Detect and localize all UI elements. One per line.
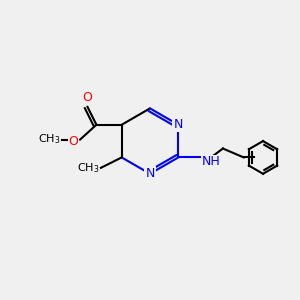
Text: CH$_3$: CH$_3$ [77, 161, 99, 175]
Text: CH$_3$: CH$_3$ [38, 133, 61, 146]
Text: O: O [69, 135, 79, 148]
Text: N: N [174, 118, 183, 131]
Text: N: N [145, 167, 155, 180]
Text: O: O [82, 91, 92, 104]
Text: NH: NH [202, 155, 221, 168]
